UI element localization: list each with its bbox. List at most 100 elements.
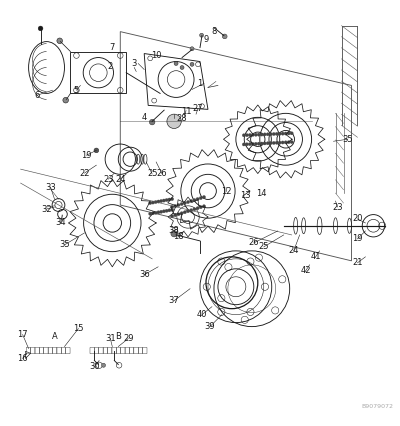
Text: 31: 31 (105, 334, 116, 343)
Circle shape (190, 47, 194, 51)
Circle shape (102, 363, 106, 367)
Circle shape (290, 132, 293, 135)
Text: 11: 11 (181, 107, 191, 116)
Circle shape (263, 142, 266, 145)
Circle shape (202, 204, 206, 208)
Circle shape (281, 141, 284, 144)
Text: 16: 16 (17, 354, 28, 363)
Circle shape (94, 148, 99, 153)
Circle shape (174, 213, 177, 217)
Circle shape (290, 141, 293, 144)
Circle shape (222, 34, 227, 39)
Circle shape (148, 212, 152, 216)
Circle shape (168, 209, 171, 212)
Circle shape (162, 199, 166, 202)
Circle shape (242, 143, 246, 146)
Circle shape (202, 196, 206, 199)
Circle shape (186, 201, 190, 204)
Circle shape (254, 142, 258, 145)
Text: 36: 36 (139, 270, 150, 279)
Text: 8: 8 (211, 27, 217, 36)
Circle shape (278, 132, 281, 135)
Circle shape (281, 132, 284, 135)
Circle shape (63, 98, 68, 103)
Text: 3: 3 (132, 59, 137, 68)
Text: 35: 35 (59, 240, 70, 249)
Circle shape (242, 134, 246, 137)
Text: 26: 26 (157, 170, 168, 178)
Circle shape (154, 201, 157, 204)
Text: 17: 17 (17, 330, 28, 339)
Circle shape (257, 133, 260, 136)
Circle shape (149, 119, 155, 125)
Circle shape (180, 212, 183, 215)
Circle shape (251, 133, 254, 136)
Text: 37: 37 (169, 296, 180, 305)
Circle shape (170, 215, 174, 218)
Circle shape (275, 141, 278, 144)
Circle shape (190, 62, 194, 66)
Text: 13: 13 (240, 190, 251, 199)
Circle shape (199, 196, 202, 200)
Text: 30: 30 (89, 362, 100, 371)
Circle shape (284, 132, 287, 135)
Circle shape (272, 132, 275, 135)
Circle shape (248, 143, 252, 146)
Circle shape (193, 207, 196, 211)
Circle shape (165, 199, 168, 201)
Circle shape (180, 66, 184, 69)
Circle shape (151, 212, 154, 215)
Circle shape (160, 210, 163, 213)
Circle shape (287, 141, 290, 144)
Circle shape (245, 143, 248, 146)
Text: 1: 1 (197, 79, 203, 88)
Circle shape (284, 141, 287, 144)
Circle shape (148, 201, 152, 204)
Circle shape (160, 199, 163, 203)
Circle shape (266, 132, 269, 136)
Text: 18: 18 (173, 233, 183, 242)
Circle shape (162, 210, 166, 213)
Circle shape (251, 142, 254, 146)
Circle shape (263, 133, 266, 136)
Text: 21: 21 (352, 258, 363, 268)
Circle shape (193, 199, 196, 201)
Circle shape (254, 133, 258, 136)
Text: 32: 32 (41, 204, 52, 213)
Circle shape (174, 204, 177, 207)
Circle shape (272, 141, 275, 144)
Text: 5: 5 (74, 86, 79, 95)
Circle shape (157, 211, 160, 214)
Circle shape (154, 211, 157, 214)
Circle shape (177, 204, 180, 207)
Circle shape (269, 132, 272, 136)
Circle shape (170, 198, 174, 201)
Circle shape (170, 208, 174, 211)
Text: 9: 9 (203, 35, 209, 44)
Circle shape (269, 141, 272, 145)
Text: 10: 10 (151, 51, 162, 60)
Text: 29: 29 (123, 334, 134, 343)
Text: 7: 7 (110, 43, 115, 52)
Text: 25: 25 (147, 170, 158, 178)
Circle shape (200, 33, 204, 37)
Text: 38: 38 (169, 227, 180, 236)
Circle shape (260, 133, 263, 136)
Text: 22: 22 (79, 169, 90, 178)
Text: 28: 28 (177, 114, 187, 123)
Circle shape (196, 198, 199, 201)
Circle shape (196, 207, 199, 210)
Text: 33: 33 (45, 183, 56, 192)
Circle shape (180, 202, 183, 206)
Circle shape (177, 213, 180, 216)
Circle shape (171, 230, 177, 237)
Circle shape (157, 200, 160, 203)
Circle shape (245, 134, 248, 137)
Circle shape (186, 210, 190, 213)
Circle shape (168, 198, 171, 201)
Text: B9079072: B9079072 (361, 404, 393, 409)
Circle shape (183, 210, 186, 214)
Text: A: A (52, 332, 57, 341)
Text: 4: 4 (142, 113, 147, 122)
Circle shape (278, 141, 281, 144)
